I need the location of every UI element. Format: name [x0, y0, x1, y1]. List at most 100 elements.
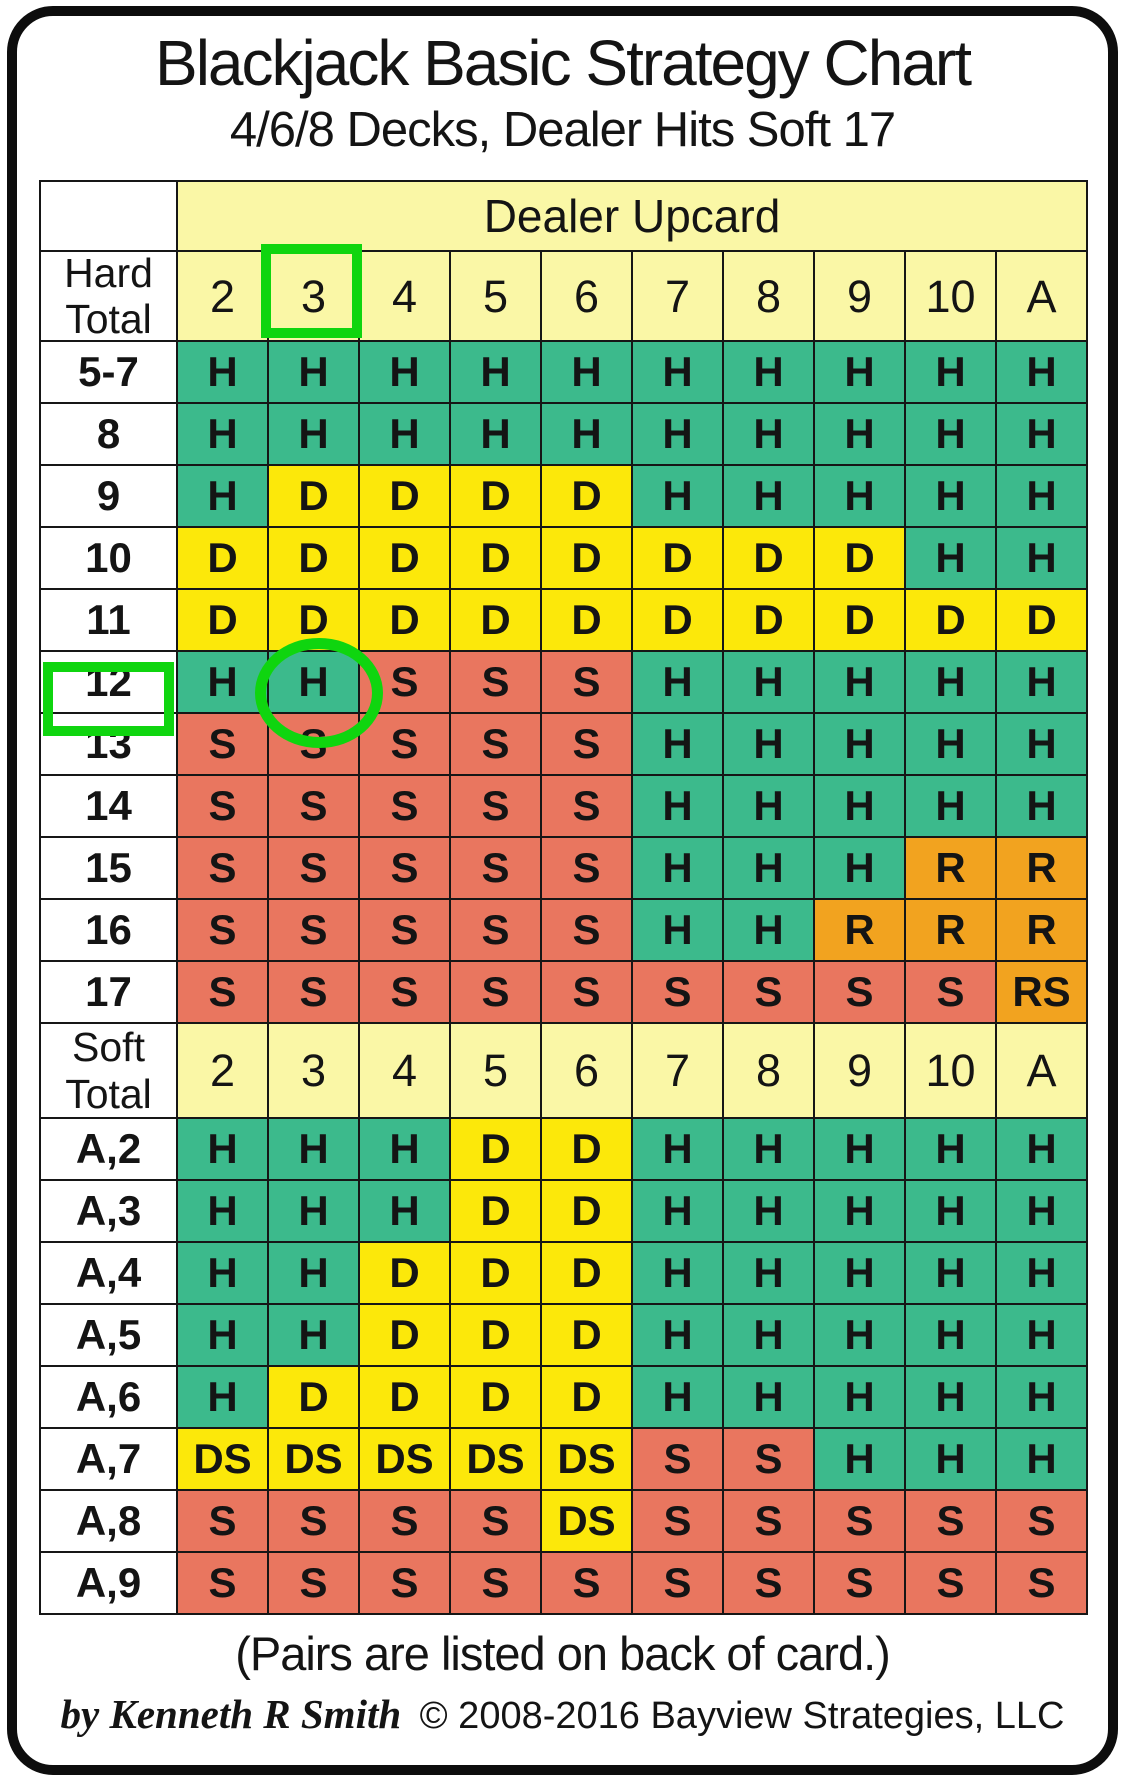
- strategy-cell: S: [451, 838, 540, 898]
- strategy-cell: H: [451, 342, 540, 402]
- strategy-cell: H: [906, 466, 995, 526]
- row-label: A,9: [41, 1553, 176, 1613]
- row-label: A,7: [41, 1429, 176, 1489]
- row-label: 11: [41, 590, 176, 650]
- strategy-cell: H: [360, 404, 449, 464]
- strategy-table: Dealer Upcard Hard Total 2 3 4 5 6 7 8 9 10 A 5-7 H H H H…: [39, 180, 1088, 1615]
- column-header: 10: [906, 252, 995, 340]
- strategy-cell: S: [269, 900, 358, 960]
- column-header: 10: [906, 1024, 995, 1117]
- strategy-cell: H: [633, 776, 722, 836]
- strategy-cell: H: [178, 342, 267, 402]
- strategy-cell: H: [178, 1367, 267, 1427]
- strategy-cell: D: [269, 590, 358, 650]
- strategy-cell: S: [906, 1491, 995, 1551]
- strategy-cell: H: [815, 652, 904, 712]
- strategy-cell: R: [906, 900, 995, 960]
- strategy-cell: H: [269, 652, 358, 712]
- strategy-cell: H: [542, 404, 631, 464]
- strategy-cell: H: [633, 1119, 722, 1179]
- strategy-cell: S: [178, 838, 267, 898]
- strategy-cell: H: [997, 528, 1086, 588]
- strategy-cell: D: [360, 528, 449, 588]
- strategy-cell: S: [997, 1553, 1086, 1613]
- strategy-cell: H: [724, 466, 813, 526]
- strategy-cell: S: [815, 962, 904, 1022]
- strategy-cell: S: [451, 776, 540, 836]
- row-label: A,5: [41, 1305, 176, 1365]
- strategy-cell: D: [542, 528, 631, 588]
- strategy-cell: D: [451, 1243, 540, 1303]
- strategy-cell: H: [724, 1367, 813, 1427]
- strategy-cell: H: [997, 1243, 1086, 1303]
- strategy-cell: H: [360, 1119, 449, 1179]
- strategy-cell: D: [451, 528, 540, 588]
- strategy-cell: D: [269, 466, 358, 526]
- row-label: 10: [41, 528, 176, 588]
- strategy-cell: H: [815, 1181, 904, 1241]
- strategy-cell: S: [360, 1491, 449, 1551]
- strategy-cell: H: [724, 1243, 813, 1303]
- strategy-cell: H: [906, 652, 995, 712]
- strategy-cell: D: [360, 590, 449, 650]
- strategy-cell: D: [451, 466, 540, 526]
- strategy-cell: DS: [451, 1429, 540, 1489]
- pairs-note: (Pairs are listed on back of card.): [235, 1627, 891, 1680]
- strategy-cell: H: [815, 1243, 904, 1303]
- strategy-cell: D: [360, 1243, 449, 1303]
- strategy-cell: S: [542, 900, 631, 960]
- strategy-cell: D: [451, 1119, 540, 1179]
- strategy-cell: S: [360, 838, 449, 898]
- strategy-cell: H: [178, 1181, 267, 1241]
- strategy-cell: S: [269, 1553, 358, 1613]
- strategy-cell: H: [178, 1305, 267, 1365]
- strategy-cell: H: [906, 1367, 995, 1427]
- strategy-cell: D: [178, 528, 267, 588]
- strategy-cell: H: [997, 404, 1086, 464]
- strategy-cell: H: [724, 342, 813, 402]
- strategy-cell: D: [360, 1305, 449, 1365]
- column-header: 7: [633, 252, 722, 340]
- strategy-cell: H: [178, 404, 267, 464]
- strategy-cell: H: [451, 404, 540, 464]
- strategy-cell: DS: [178, 1429, 267, 1489]
- strategy-cell: H: [997, 1305, 1086, 1365]
- strategy-cell: H: [633, 404, 722, 464]
- row-label: A,3: [41, 1181, 176, 1241]
- column-header: 8: [724, 252, 813, 340]
- strategy-cell: D: [633, 528, 722, 588]
- strategy-cell: H: [633, 466, 722, 526]
- row-label: A,2: [41, 1119, 176, 1179]
- strategy-cell: S: [360, 776, 449, 836]
- strategy-cell: S: [451, 962, 540, 1022]
- strategy-cell: R: [997, 838, 1086, 898]
- strategy-cell: H: [815, 838, 904, 898]
- strategy-cell: D: [542, 590, 631, 650]
- row-label: 8: [41, 404, 176, 464]
- strategy-cell: S: [269, 838, 358, 898]
- strategy-cell: D: [269, 1367, 358, 1427]
- strategy-cell: S: [269, 962, 358, 1022]
- strategy-cell: H: [724, 1305, 813, 1365]
- column-header: 9: [815, 252, 904, 340]
- section-label: Hard Total: [41, 250, 176, 342]
- column-header: 7: [633, 1024, 722, 1117]
- strategy-cell: H: [269, 404, 358, 464]
- strategy-cell: H: [906, 1243, 995, 1303]
- strategy-cell: H: [997, 1367, 1086, 1427]
- column-header: 5: [451, 1024, 540, 1117]
- strategy-cell: D: [451, 1181, 540, 1241]
- strategy-cell: S: [906, 1553, 995, 1613]
- strategy-cell: H: [997, 1429, 1086, 1489]
- strategy-cell: H: [724, 652, 813, 712]
- strategy-cell: H: [360, 1181, 449, 1241]
- column-header: A: [997, 1024, 1086, 1117]
- strategy-cell: H: [906, 1305, 995, 1365]
- strategy-cell: H: [633, 714, 722, 774]
- strategy-cell: H: [997, 652, 1086, 712]
- row-label: 12: [41, 652, 176, 712]
- column-header: 5: [451, 252, 540, 340]
- column-header: 3: [269, 252, 358, 340]
- row-label: A,6: [41, 1367, 176, 1427]
